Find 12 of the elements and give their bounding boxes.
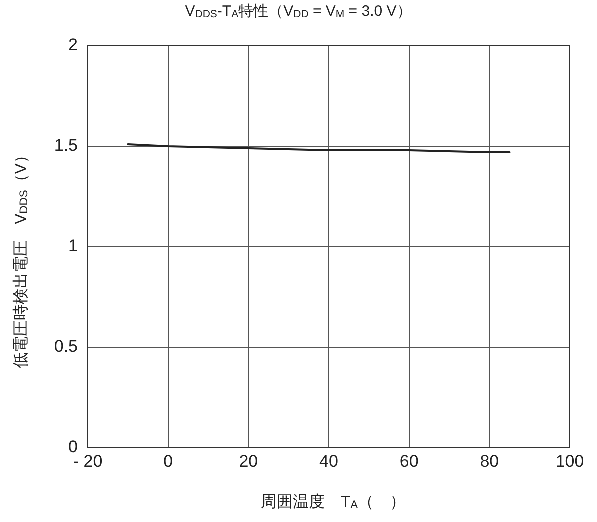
x-tick-label: 40 (320, 452, 338, 471)
y-tick-label: 2 (68, 36, 78, 55)
x-tick-label: 20 (239, 452, 258, 471)
x-tick-label: 60 (400, 452, 419, 471)
x-tick-label: 0 (164, 452, 174, 471)
y-tick-label: 1 (68, 236, 78, 256)
x-tick-label: 100 (556, 452, 584, 471)
y-tick-label: 1.5 (54, 136, 78, 156)
x-tick-label: 80 (480, 452, 500, 471)
chart-title: V$_{DDS}$-T$_{A}$特性（V$_{DD}$ = V$_{M}$ = 3.0 V） (185, 3, 412, 21)
x-axis-title: 周囲温度 T$_{A}$（ ） (260, 494, 408, 512)
y-tick-label: 0.5 (54, 337, 78, 356)
